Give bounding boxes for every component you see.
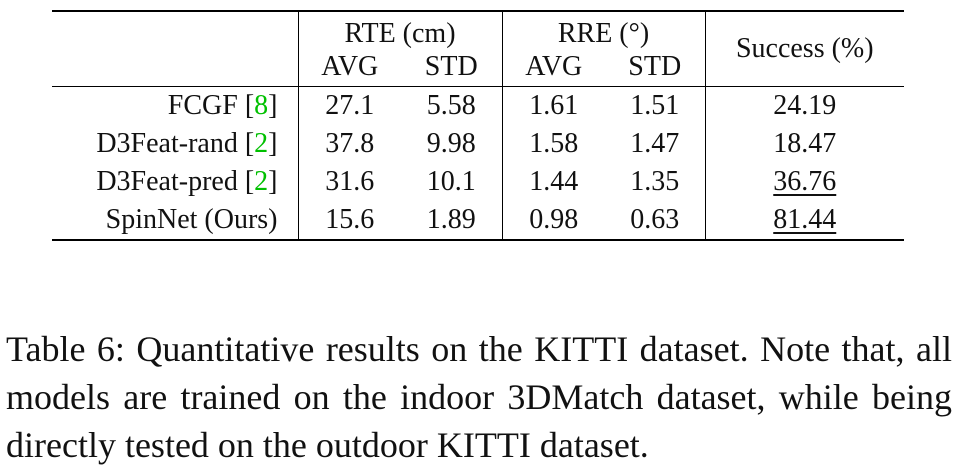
method-cell: D3Feat-pred [2] (96, 166, 278, 197)
rre-std-cell: 1.51 (630, 90, 680, 121)
rte-std-cell: 9.98 (426, 128, 476, 159)
method-cell: D3Feat-rand [2] (96, 128, 278, 159)
rte-std-header: STD (424, 51, 478, 82)
method-cell: FCGF [8] (167, 90, 278, 121)
rte-avg-cell: 31.6 (297, 163, 401, 201)
success-cell: 18.47 (704, 125, 904, 163)
rte-group-header: RTE (cm) (297, 11, 502, 48)
second-best-value: 36.76 (773, 166, 837, 197)
success-header: Success (%) (704, 11, 904, 87)
table-row: D3Feat-rand [2] 37.8 9.98 1.58 1.47 18.4… (52, 125, 904, 163)
rte-avg-cell: 15.6 (297, 201, 401, 240)
rre-avg-header: AVG (501, 48, 605, 87)
citation-link[interactable]: 2 (254, 128, 269, 159)
rte-std-cell: 1.89 (426, 204, 476, 235)
citation-link[interactable]: 8 (254, 90, 269, 121)
table-row-ours: SpinNet (Ours) 15.6 1.89 0.98 0.63 81.44 (52, 201, 904, 240)
table-row: D3Feat-pred [2] 31.6 10.1 1.44 1.35 36.7… (52, 163, 904, 201)
rre-avg-cell: 1.61 (501, 86, 605, 125)
method-cell: SpinNet (Ours) (105, 204, 278, 235)
success-cell: 81.44 (704, 201, 904, 240)
rte-avg-cell: 37.8 (297, 125, 401, 163)
rte-avg-cell: 27.1 (297, 86, 401, 125)
table-caption: Table 6: Quantitative results on the KIT… (6, 329, 952, 465)
results-table-container: RTE (cm) RRE (°) Success (%) AVG STD AVG… (52, 10, 904, 241)
rre-std-cell: 0.63 (630, 204, 680, 235)
rte-std-cell: 10.1 (426, 166, 476, 197)
results-table: RTE (cm) RRE (°) Success (%) AVG STD AVG… (52, 10, 904, 241)
best-value: 81.44 (773, 204, 837, 235)
citation-link[interactable]: 2 (254, 166, 269, 197)
rre-avg-cell: 1.44 (501, 163, 605, 201)
success-cell: 36.76 (704, 163, 904, 201)
rre-std-cell: 1.35 (630, 166, 680, 197)
rre-std-header: STD (628, 51, 682, 82)
success-cell: 24.19 (704, 86, 904, 125)
rte-avg-header: AVG (297, 48, 401, 87)
rre-group-header: RRE (°) (501, 11, 705, 48)
corner-cell (52, 11, 298, 48)
rre-avg-cell: 0.98 (501, 201, 605, 240)
rre-std-cell: 1.47 (630, 128, 680, 159)
table-row: FCGF [8] 27.1 5.58 1.61 1.51 24.19 (52, 86, 904, 125)
rre-avg-cell: 1.58 (501, 125, 605, 163)
rte-std-cell: 5.58 (426, 90, 476, 121)
